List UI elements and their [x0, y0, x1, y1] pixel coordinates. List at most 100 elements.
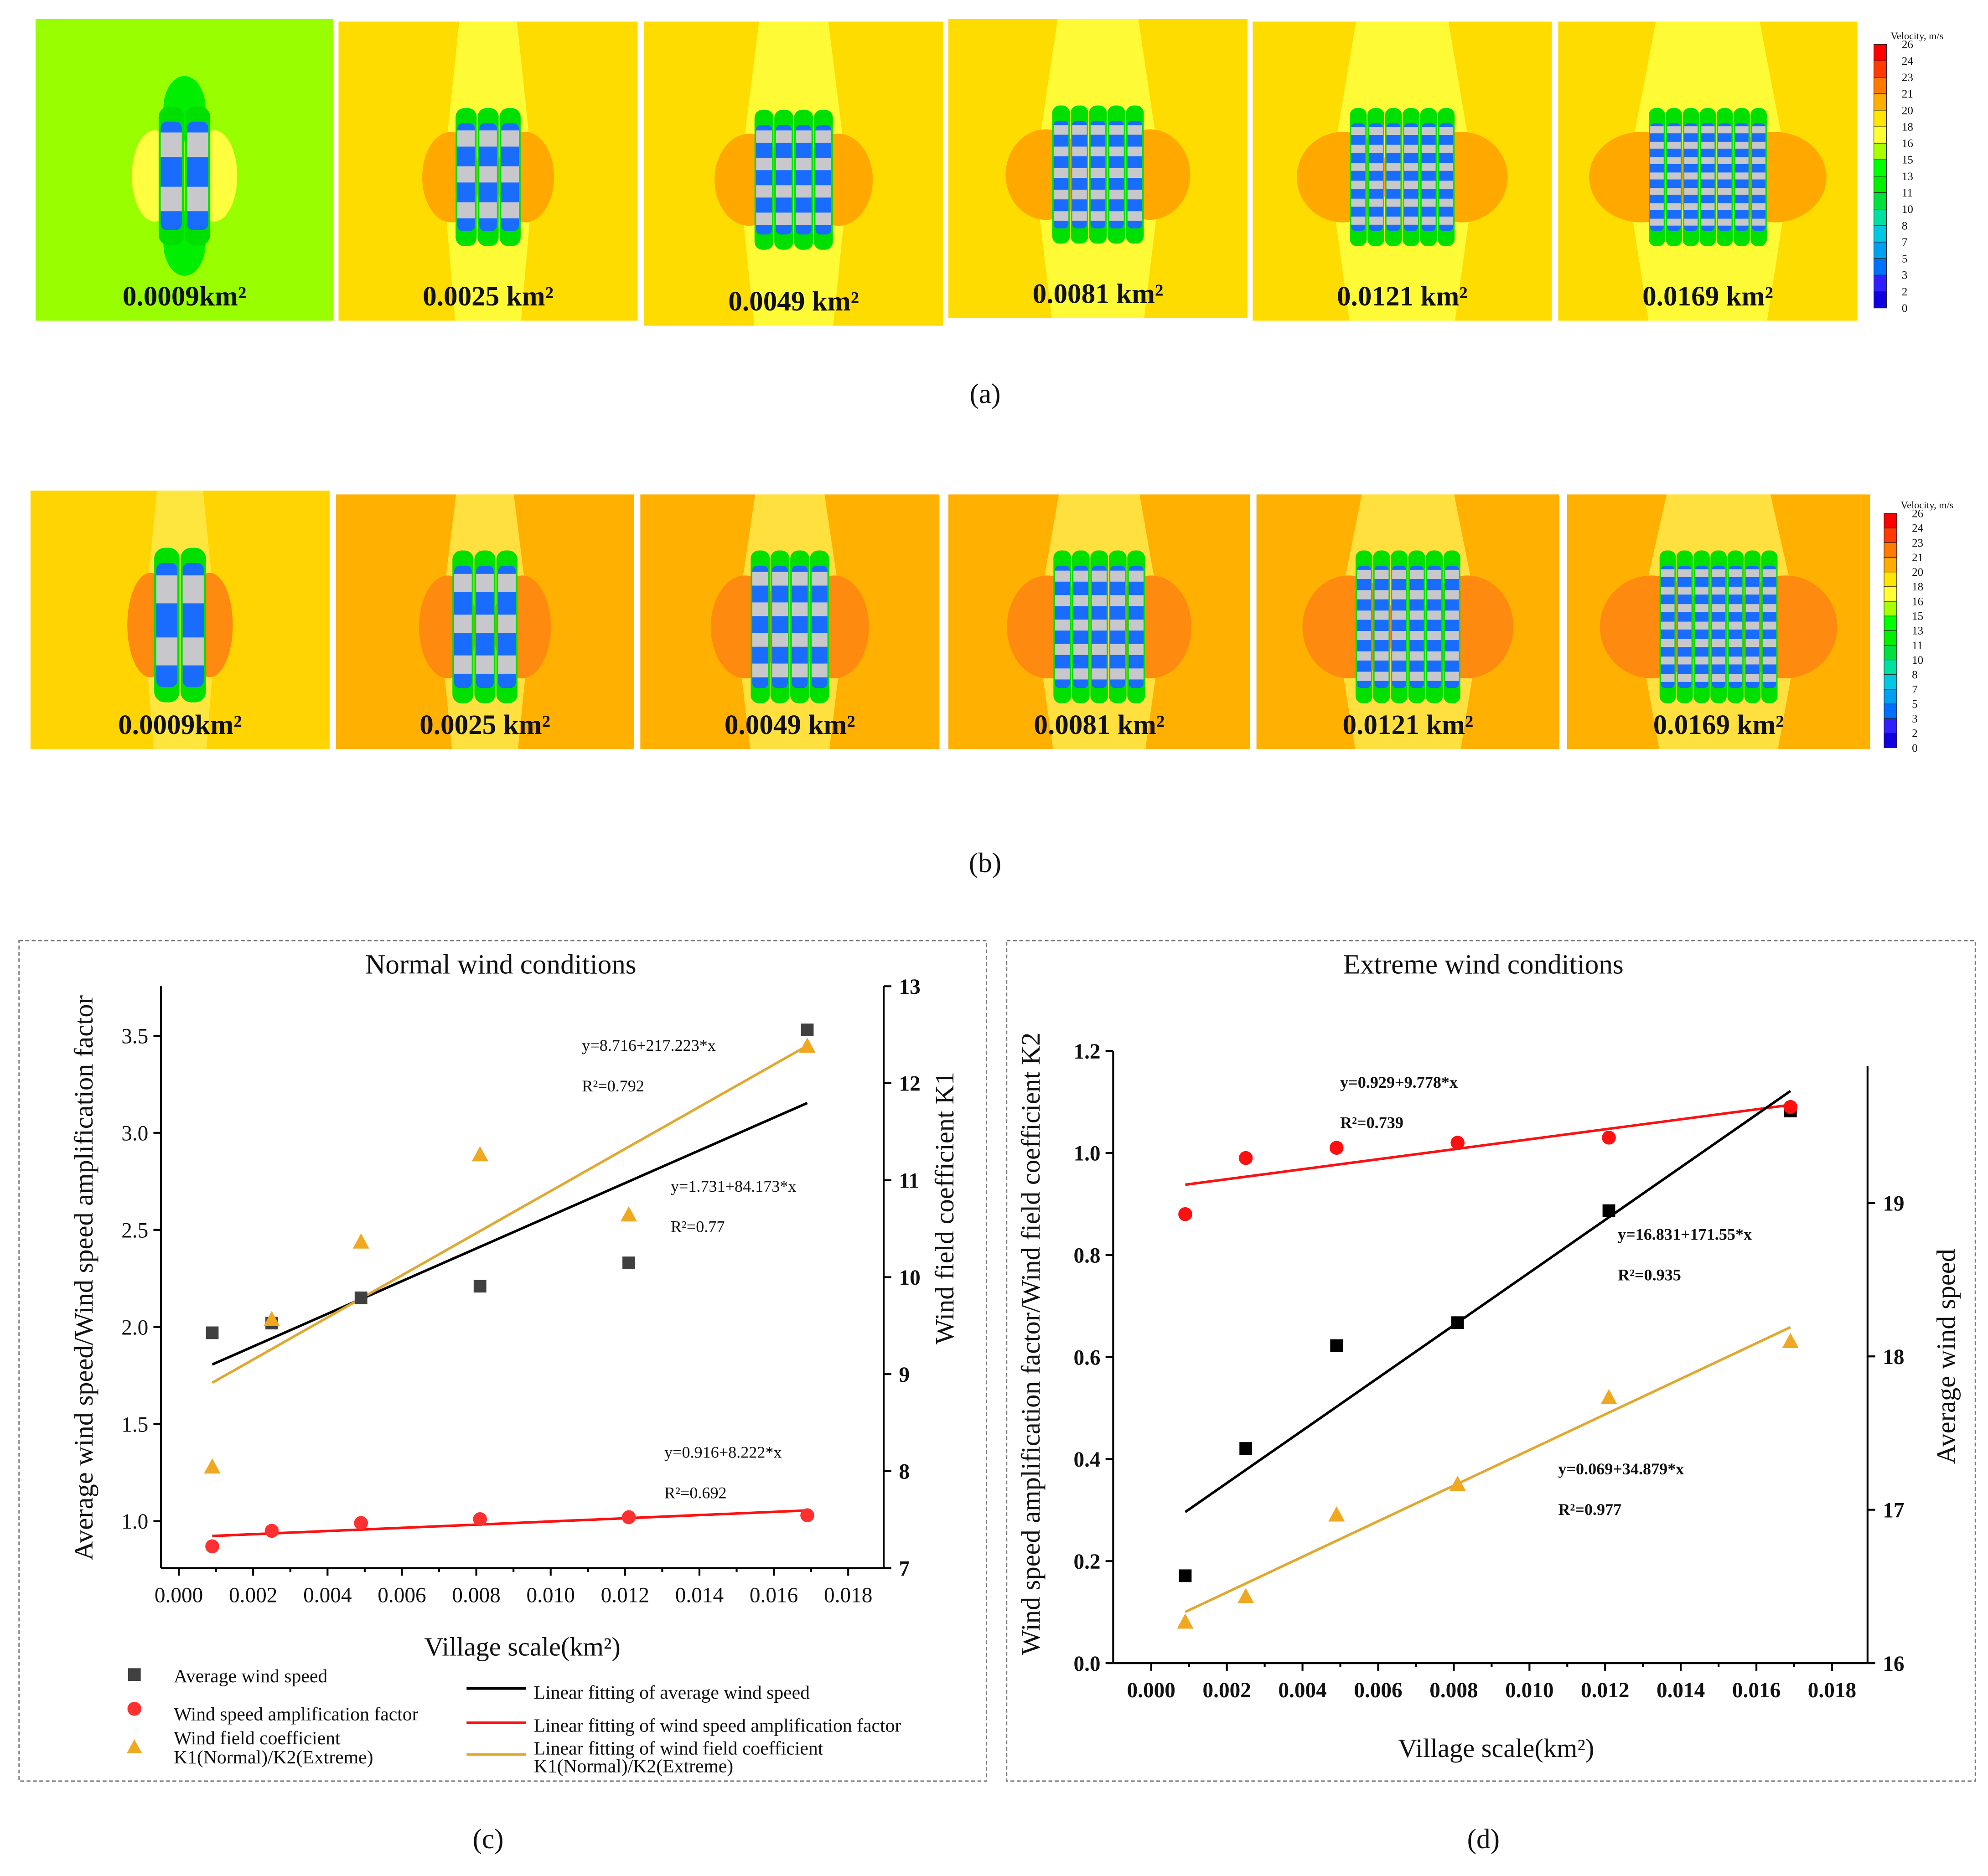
building-block: [1745, 621, 1760, 630]
panel-field: [948, 19, 1248, 318]
building-block: [1439, 163, 1454, 171]
building-block: [792, 602, 808, 616]
building-block: [1129, 644, 1144, 655]
building-block: [1404, 181, 1419, 189]
building-block: [1734, 218, 1749, 226]
building-block: [1404, 198, 1419, 207]
building-block: [772, 633, 788, 647]
panel-field: [1256, 494, 1560, 749]
y-tick-label-right: 12: [899, 1072, 920, 1096]
colorbar-swatch: [1884, 674, 1897, 690]
building-block: [1684, 141, 1698, 149]
data-point-triangle: [620, 1206, 637, 1222]
street-canyon-blue: [1357, 565, 1371, 688]
street-canyon-blue: [1369, 123, 1383, 231]
building-block: [1427, 672, 1442, 681]
colorbar-level: 13: [1902, 171, 1913, 183]
building-block: [476, 615, 494, 633]
building-block: [1444, 651, 1459, 661]
chart-d-xlabel: Village scale(km²): [1398, 1733, 1595, 1763]
building-block: [1718, 188, 1732, 195]
building-block: [1745, 586, 1760, 595]
building-block: [752, 602, 768, 616]
chart-d-ylabel: Wind speed amplification factor/Wind fie…: [1016, 1033, 1046, 1655]
building-block: [1701, 188, 1715, 195]
building-block: [1695, 586, 1708, 595]
building-block: [1684, 126, 1698, 134]
colorbar-level: 7: [1902, 236, 1908, 248]
building-block: [1072, 190, 1087, 200]
building-block: [1439, 181, 1454, 189]
building-block: [1109, 168, 1124, 178]
building-block: [1444, 590, 1459, 599]
building-block: [792, 663, 808, 677]
colorbar-title: Velocity, m/s: [1890, 30, 1943, 41]
building-block: [1351, 181, 1366, 189]
legend-fit-coefficient: Linear fitting of wind field coefficient: [534, 1738, 823, 1759]
x-tick-label: 0.018: [824, 1584, 872, 1607]
area-label: 0.0009km²: [123, 281, 246, 312]
colorbar-swatch: [1884, 527, 1897, 543]
data-point-square: [354, 1291, 368, 1304]
colorbar-level: 2: [1912, 728, 1918, 740]
building-block: [1695, 639, 1708, 647]
building-block: [1667, 218, 1681, 226]
building-block: [772, 602, 788, 616]
building-block: [1374, 672, 1389, 681]
building-block: [1129, 570, 1144, 582]
building-block: [1055, 668, 1070, 680]
building-block: [457, 166, 475, 183]
building-block: [479, 202, 497, 219]
building-block: [1374, 590, 1389, 599]
caption-b: (b): [969, 848, 1001, 879]
building-block: [812, 572, 828, 586]
building-block: [1439, 127, 1454, 135]
building-block: [1092, 595, 1107, 606]
building-block: [1053, 168, 1069, 178]
building-block: [1374, 569, 1389, 579]
colorbar-swatch: [1874, 209, 1887, 226]
building-block: [1110, 668, 1125, 680]
building-block: [1718, 141, 1732, 149]
building-block: [1110, 619, 1125, 631]
building-block: [156, 637, 178, 666]
x-tick-label: 0.000: [1127, 1679, 1175, 1702]
building-block: [812, 663, 828, 677]
colorbar-level: 15: [1912, 610, 1923, 623]
colorbar-level: 26: [1902, 39, 1913, 51]
y-tick-label-left: 3.0: [121, 1122, 148, 1146]
data-point-triangle: [263, 1311, 280, 1326]
colorbar-swatch: [1874, 192, 1887, 210]
chart-d-frame: [1006, 940, 1976, 1782]
data-point-square: [801, 1023, 814, 1037]
contour-panel: 0.0169 km²: [1567, 494, 1870, 749]
building-block: [1745, 604, 1760, 612]
data-point-triangle: [1237, 1588, 1254, 1603]
building-block: [1409, 631, 1424, 641]
street-canyon-blue: [772, 565, 788, 688]
building-block: [1392, 590, 1407, 599]
building-block: [1677, 586, 1692, 595]
chart-c-ylabel: Average wind speed/Wind speed amplificat…: [69, 995, 98, 1561]
building-block: [1409, 569, 1424, 579]
building-block: [1752, 157, 1765, 164]
chart-d-title: Extreme wind conditions: [1343, 949, 1624, 980]
y-tick-label-left: 2.0: [121, 1316, 148, 1339]
building-block: [1109, 211, 1124, 221]
x-tick-label: 0.014: [675, 1584, 724, 1607]
panel-field: [640, 494, 940, 749]
chart-c-frame: [18, 940, 987, 1782]
contour-panel: 0.0025 km²: [336, 494, 634, 749]
wake-region: [739, 21, 848, 326]
building-block: [1072, 125, 1087, 135]
colorbar-level: 3: [1902, 269, 1908, 282]
building-block: [1661, 569, 1675, 577]
data-point-square: [1451, 1316, 1464, 1329]
building-block: [776, 185, 792, 198]
fit-equation: y=16.831+171.55*x: [1618, 1225, 1752, 1243]
data-point-triangle: [1600, 1389, 1617, 1405]
building-block: [1351, 127, 1366, 135]
building-block: [1421, 163, 1436, 171]
building-block: [1712, 656, 1725, 665]
building-block: [160, 132, 182, 157]
